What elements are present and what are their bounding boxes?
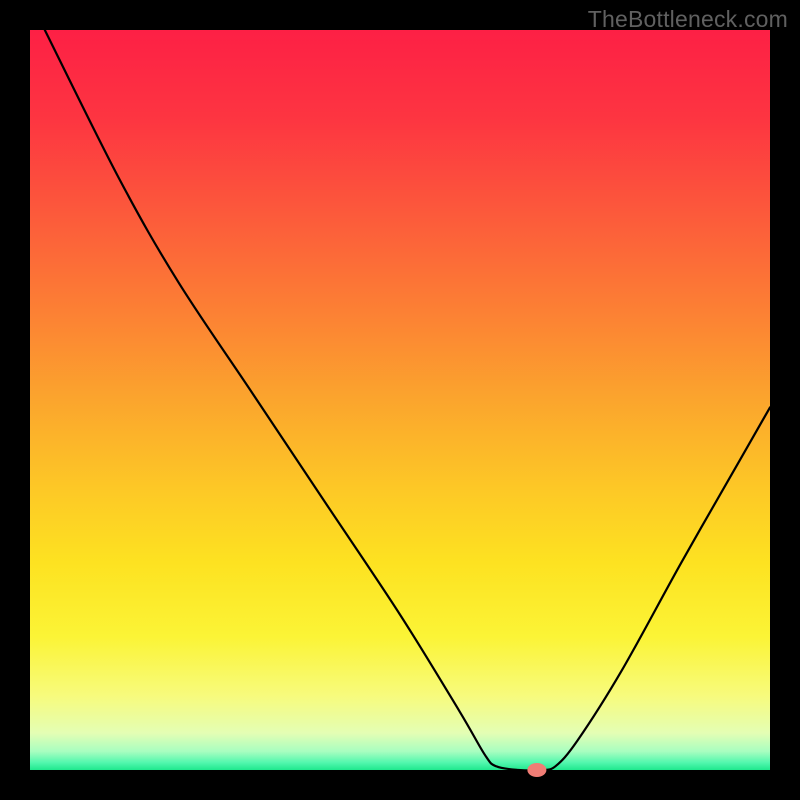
sweet-spot-marker — [528, 764, 546, 777]
gradient-background — [30, 30, 770, 770]
chart-frame: { "watermark": { "text": "TheBottleneck.… — [0, 0, 800, 800]
bottleneck-chart — [0, 0, 800, 800]
watermark-text: TheBottleneck.com — [588, 6, 788, 33]
